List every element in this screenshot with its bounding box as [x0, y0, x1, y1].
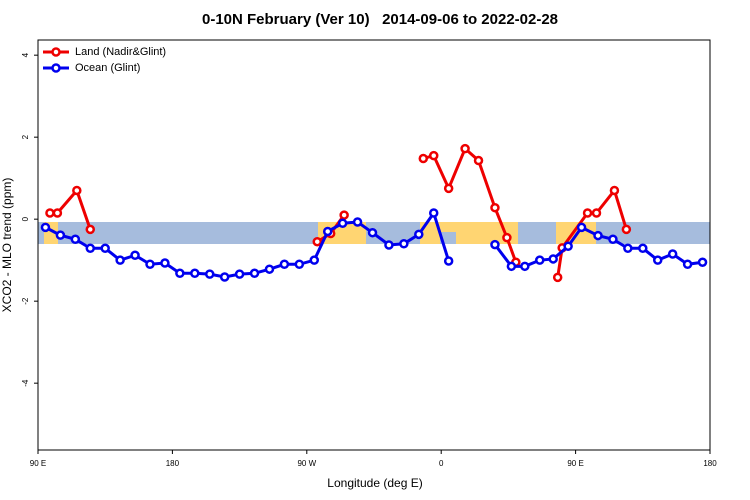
point: [339, 210, 349, 220]
point: [294, 259, 305, 270]
point: [264, 264, 275, 274]
x-tick-label: 90 E: [30, 459, 46, 468]
point: [520, 261, 530, 272]
chart-title: 0-10N February (Ver 10) 2014-09-06 to 20…: [202, 11, 558, 28]
point: [72, 185, 82, 196]
point: [535, 255, 545, 265]
point: [85, 224, 96, 235]
point: [55, 230, 66, 240]
point: [219, 272, 230, 282]
x-tick-label: 180: [166, 459, 180, 468]
x-tick-label: 0: [439, 459, 444, 468]
point: [115, 255, 125, 265]
y-tick-label: 2: [21, 134, 30, 139]
point: [384, 240, 394, 250]
y-tick-label: -4: [21, 379, 30, 387]
x-axis-label: Longitude (deg E): [327, 476, 422, 490]
point: [428, 150, 439, 161]
point: [175, 268, 185, 279]
point: [506, 261, 517, 272]
legend-marker: [51, 47, 61, 57]
legend-label: Ocean (Glint): [75, 62, 140, 74]
point: [443, 256, 454, 266]
point: [337, 218, 348, 229]
point: [130, 250, 140, 260]
legend-marker: [51, 63, 61, 73]
point: [652, 255, 663, 265]
point: [414, 229, 424, 240]
point: [460, 143, 470, 154]
point: [609, 185, 620, 196]
point: [682, 259, 693, 270]
point: [322, 226, 333, 237]
point: [593, 230, 603, 241]
point: [100, 243, 110, 254]
point: [70, 234, 81, 245]
point: [582, 208, 593, 218]
x-tick-label: 90 W: [297, 459, 316, 468]
x-tick-label: 180: [703, 459, 717, 468]
point: [367, 227, 378, 238]
point: [552, 272, 563, 283]
point: [160, 258, 170, 268]
point: [563, 241, 573, 251]
x-tick-label: 90 E: [567, 459, 583, 468]
point: [591, 208, 602, 218]
point: [309, 255, 320, 265]
point: [40, 222, 51, 233]
point: [608, 234, 618, 245]
point: [443, 183, 454, 194]
point: [490, 202, 500, 213]
point: [418, 153, 429, 164]
point: [234, 269, 245, 279]
point: [352, 217, 363, 227]
point: [502, 232, 512, 243]
point: [621, 224, 632, 235]
point: [249, 268, 260, 279]
point: [45, 208, 55, 218]
point: [548, 254, 558, 264]
y-tick-label: 0: [21, 216, 30, 221]
point: [490, 239, 500, 250]
point: [52, 208, 63, 218]
plot-frame: [37, 39, 711, 451]
point: [638, 243, 648, 254]
point: [204, 269, 215, 279]
point: [190, 268, 200, 279]
point: [667, 249, 678, 259]
point: [428, 208, 439, 218]
point: [399, 239, 409, 249]
legend-label: Land (Nadir&Glint): [75, 46, 166, 58]
point: [576, 222, 587, 233]
point: [279, 259, 290, 270]
y-tick-label: 4: [21, 52, 30, 57]
y-axis-label: XCO2 - MLO trend (ppm): [0, 178, 14, 313]
point: [473, 155, 484, 166]
point: [697, 257, 708, 267]
y-tick-label: -2: [21, 297, 30, 305]
point: [312, 236, 323, 247]
point: [623, 243, 633, 254]
point: [85, 243, 96, 254]
point: [145, 259, 155, 270]
